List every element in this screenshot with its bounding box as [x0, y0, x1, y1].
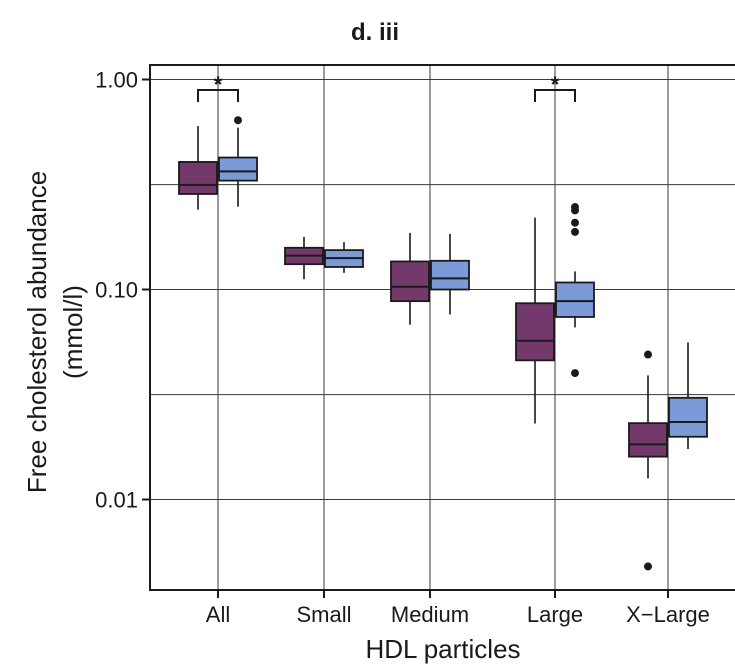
x-axis-label: HDL particles: [365, 634, 520, 664]
box: [628, 422, 668, 458]
x-axis-ticks: All Small Medium Large X−Large: [206, 590, 710, 627]
outlier-point: [644, 350, 652, 359]
box: [555, 281, 595, 318]
y-tick-label: 0.10: [95, 278, 138, 303]
y-tick-label: 0.01: [95, 488, 138, 513]
x-tick-label: Large: [527, 602, 583, 627]
y-axis-ticks: 0.01 0.10 1.00: [95, 68, 150, 513]
box-group: [555, 203, 595, 378]
outlier-point: [234, 116, 242, 125]
significance-bracket: *: [197, 72, 239, 102]
y-axis-label-line-2: (mmol/l): [58, 285, 88, 379]
box-group: [284, 236, 324, 280]
y-axis-label-line-1: Free cholesterol abundance: [22, 171, 52, 493]
significance-bracket: *: [534, 72, 576, 102]
box-group: [218, 116, 258, 207]
box-group: [430, 233, 470, 315]
box-group: [628, 350, 668, 571]
bracket-line: [534, 89, 576, 102]
y-axis-label: Free cholesterol abundance (mmol/l): [22, 171, 88, 493]
box-group: [668, 342, 708, 449]
outlier-point: [571, 227, 579, 236]
outlier-point: [571, 203, 579, 212]
x-tick-label: Medium: [391, 602, 469, 627]
box-group: [515, 217, 555, 424]
x-tick-label: X−Large: [626, 602, 710, 627]
plot-frame: [149, 64, 735, 591]
outlier-point: [571, 218, 579, 227]
box: [430, 259, 470, 291]
chart-title: d. iii: [351, 19, 399, 46]
box-layer: [178, 116, 708, 571]
outlier-point: [644, 562, 652, 571]
significance-layer: * *: [197, 72, 576, 102]
box-group: [390, 232, 430, 325]
significance-label: *: [214, 72, 223, 97]
significance-label: *: [551, 72, 560, 97]
box: [218, 156, 258, 182]
outlier-point: [571, 369, 579, 378]
box: [515, 302, 555, 362]
box: [390, 260, 430, 303]
box: [668, 396, 708, 438]
x-tick-label: Small: [296, 602, 351, 627]
y-tick-label: 1.00: [95, 68, 138, 93]
box: [178, 161, 218, 195]
box-group: [324, 242, 364, 273]
bracket-line: [197, 89, 239, 102]
x-tick-label: All: [206, 602, 230, 627]
grid-layer: [150, 65, 735, 590]
box-group: [178, 126, 218, 210]
